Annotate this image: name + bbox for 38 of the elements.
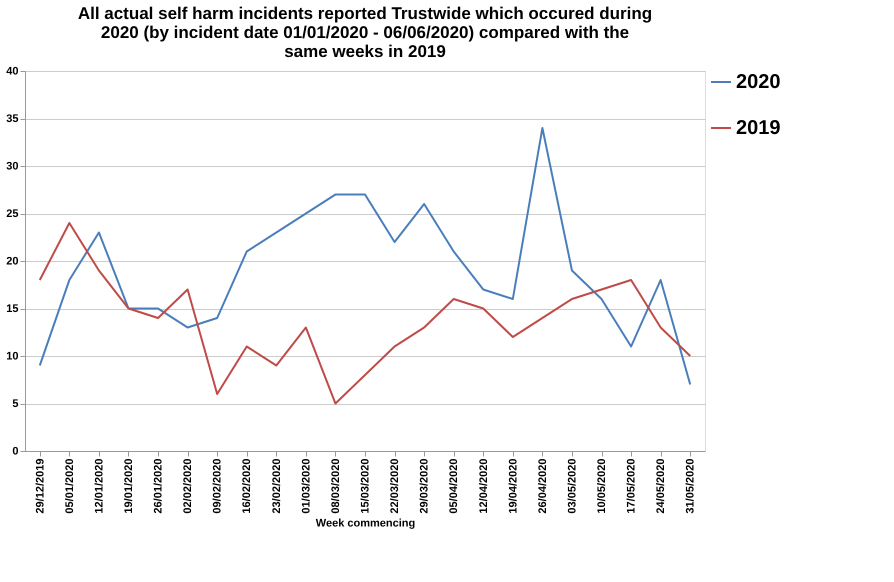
x-tick-label: 01/03/2020 [300,458,312,514]
x-tick-label: 10/05/2020 [596,458,608,514]
y-tick-label: 30 [6,160,18,172]
legend-label: 2020 [736,71,780,93]
y-tick-label: 25 [6,208,18,220]
line-series [38,222,692,404]
y-tick-label: 15 [6,303,18,315]
x-tick-label: 29/12/2019 [34,458,46,514]
x-tick-label: 17/05/2020 [626,458,638,514]
x-tick-label: 05/01/2020 [64,458,76,514]
y-tick-label: 5 [12,398,18,410]
x-tick-label: 16/02/2020 [241,458,254,514]
x-tick-label: 05/04/2020 [448,458,460,514]
x-tick-label: 26/01/2020 [152,458,165,514]
x-tick-label: 24/05/2020 [655,458,668,514]
x-tick-label: 26/04/2020 [536,458,549,514]
x-tick-label: 09/02/2020 [212,458,224,514]
x-tick-label: 23/02/2020 [270,458,283,514]
x-tick-label: 12/04/2020 [478,458,490,514]
chart-title: All actual self harm incidents reported Trustwide which occured during 2020 (by incident date 01/01/2020 - 06/06/2020) compared with the same weeks in 2019 [78,4,652,61]
x-tick-label: 08/03/2020 [330,458,342,514]
x-tick-label: 29/03/2020 [418,458,431,514]
x-tick-label: 15/03/2020 [360,458,372,514]
y-tick-label: 40 [6,66,18,78]
legend-label: 2019 [736,117,780,139]
x-tick-label: 31/05/2020 [684,458,697,514]
x-tick-label: 03/05/2020 [566,458,578,514]
line-series [38,127,692,386]
y-tick-label: 10 [6,350,18,362]
y-tick-label: 20 [6,256,18,268]
y-tick-label: 35 [6,113,18,125]
y-tick-label: 0 [12,446,18,458]
x-tick-label: 22/03/2020 [389,458,402,514]
x-tick-label: 19/01/2020 [122,458,135,514]
x-tick-label: 02/02/2020 [182,458,194,514]
x-tick-label: 12/01/2020 [93,458,106,514]
x-axis-title: Week commencing [316,518,416,530]
x-tick-label: 19/04/2020 [507,458,520,514]
